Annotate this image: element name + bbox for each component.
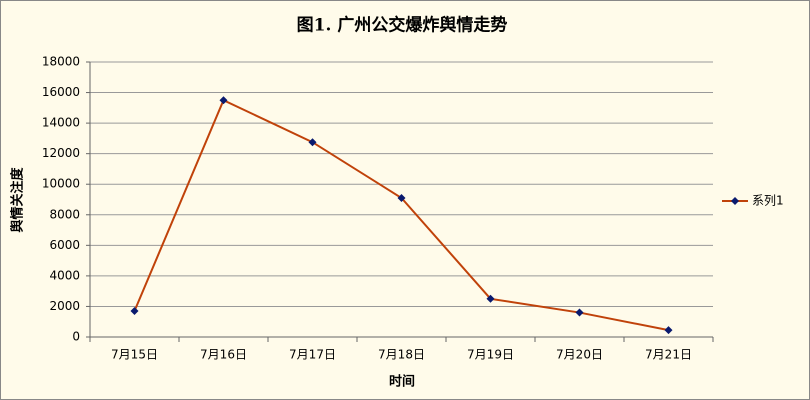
y-tick-label: 0 bbox=[72, 330, 80, 344]
point-marker bbox=[219, 96, 228, 105]
y-tick-label: 6000 bbox=[49, 238, 80, 252]
x-tick-label: 7月18日 bbox=[378, 348, 425, 362]
y-tick-label: 14000 bbox=[42, 116, 80, 130]
y-tick-label: 4000 bbox=[49, 268, 80, 282]
point-marker bbox=[664, 326, 673, 335]
y-tick-label: 18000 bbox=[42, 55, 80, 69]
x-tick-label: 7月15日 bbox=[111, 348, 158, 362]
y-tick-label: 10000 bbox=[42, 177, 80, 191]
x-tick-label: 7月20日 bbox=[556, 348, 603, 362]
point-marker bbox=[130, 307, 139, 316]
point-marker bbox=[486, 294, 495, 303]
y-tick-label: 2000 bbox=[49, 299, 80, 313]
x-tick-label: 7月19日 bbox=[467, 348, 514, 362]
x-tick-label: 7月16日 bbox=[200, 348, 247, 362]
y-tick-label: 8000 bbox=[49, 207, 80, 221]
point-marker bbox=[397, 193, 406, 202]
x-tick-label: 7月21日 bbox=[645, 348, 692, 362]
chart-title: 图1. 广州公交爆炸舆情走势 bbox=[297, 15, 508, 36]
y-axis-title: 舆情关注度 bbox=[10, 167, 26, 233]
legend-marker bbox=[731, 197, 739, 205]
legend-label: 系列1 bbox=[752, 194, 784, 208]
y-tick-label: 16000 bbox=[42, 85, 80, 99]
point-marker bbox=[575, 308, 584, 317]
point-marker bbox=[308, 138, 317, 147]
x-axis-title: 时间 bbox=[389, 374, 415, 390]
x-tick-label: 7月17日 bbox=[289, 348, 336, 362]
y-tick-label: 12000 bbox=[42, 146, 80, 160]
